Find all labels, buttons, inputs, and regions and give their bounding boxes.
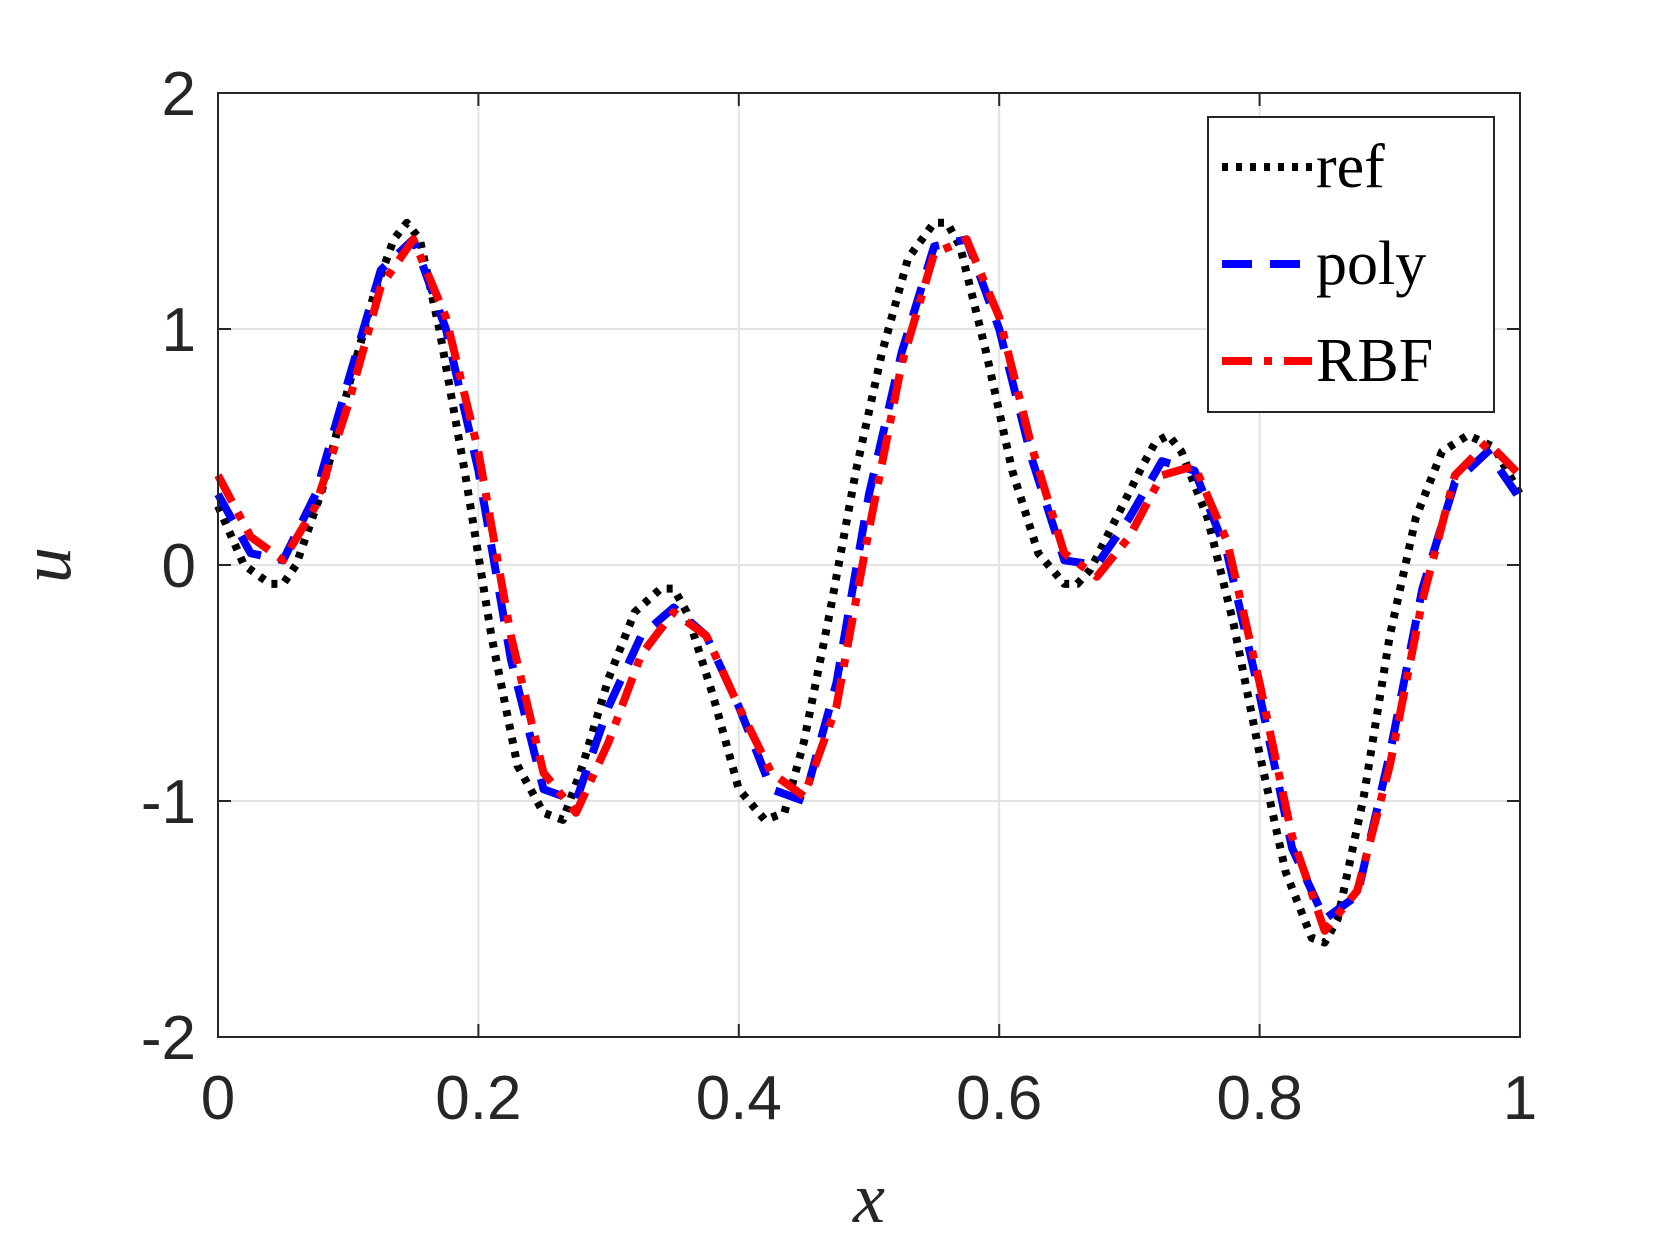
x-axis-label: x [852,1158,885,1238]
series-line-ref [214,218,1524,947]
x-tick-label: 1 [1503,1064,1537,1133]
plot-lines [214,218,1524,947]
x-tick-label: 0.8 [1216,1064,1302,1133]
legend-label-rbf: RBF [1316,327,1433,395]
x-tick-label: 0.6 [956,1064,1042,1133]
legend: ref poly RBF [1207,116,1495,413]
x-tick-label: 0 [201,1064,235,1133]
legend-label-poly: poly [1316,230,1426,298]
y-axis-label: u [6,547,86,583]
y-tick-label: 1 [162,296,196,365]
x-tick-label: 0.4 [696,1064,782,1133]
y-tick-label: 2 [162,60,196,129]
series-line-poly [214,235,1524,923]
x-tick-label: 0.2 [435,1064,521,1133]
y-tick-label: 0 [162,532,196,601]
series-line-rbf [214,235,1523,935]
legend-label-ref: ref [1316,133,1385,201]
y-tick-label: -1 [141,768,196,837]
axis-ticks: 0 0.2 0.4 0.6 0.8 1 -2 -1 0 1 2 [141,60,1537,1133]
y-tick-label: -2 [141,1004,196,1073]
